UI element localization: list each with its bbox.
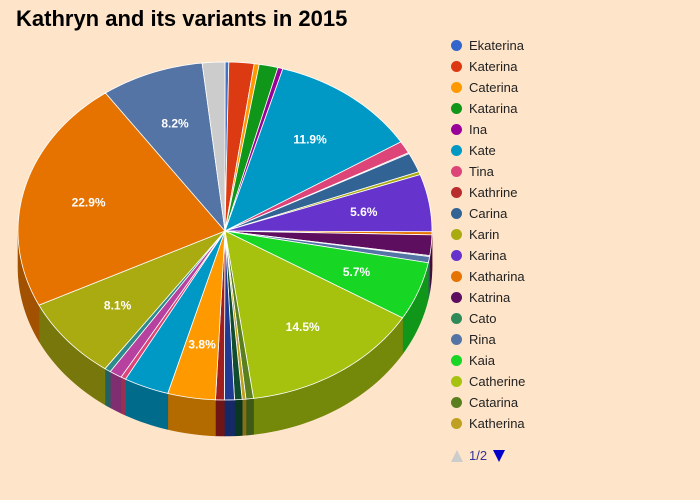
- legend-swatch-icon: [451, 82, 462, 93]
- legend-label: Ekaterina: [469, 38, 524, 53]
- legend-item[interactable]: Rina: [451, 329, 691, 350]
- pie-slice[interactable]: [224, 174, 433, 233]
- legend-swatch-icon: [451, 292, 462, 303]
- pie-slice-side: [241, 398, 247, 436]
- legend-item[interactable]: Kathrine: [451, 182, 691, 203]
- legend-swatch-icon: [451, 313, 462, 324]
- pie-slice-side: [234, 399, 243, 437]
- pie-slice-side: [245, 398, 254, 436]
- pie-slice-label: 8.1%: [104, 298, 132, 312]
- legend-item[interactable]: Ina: [451, 119, 691, 140]
- legend-label: Kathrine: [469, 185, 518, 200]
- pie-slice-label: 3.8%: [188, 337, 216, 351]
- legend-item[interactable]: Karin: [451, 224, 691, 245]
- legend-item[interactable]: Katarina: [451, 98, 691, 119]
- legend-label: Cato: [469, 311, 497, 326]
- legend-swatch-icon: [451, 397, 462, 408]
- pie-slice-label: 8.2%: [161, 117, 189, 131]
- pie-slice[interactable]: [224, 230, 404, 399]
- legend-page-up-icon[interactable]: [451, 449, 463, 462]
- pie-slice[interactable]: [201, 61, 226, 232]
- legend-swatch-icon: [451, 40, 462, 51]
- legend-label: Katerina: [469, 59, 518, 74]
- legend-item[interactable]: Carina: [451, 203, 691, 224]
- legend-swatch-icon: [451, 355, 462, 366]
- pie-slice[interactable]: [224, 230, 429, 319]
- legend-label: Carina: [469, 206, 508, 221]
- pie-slice-label: 22.9%: [72, 196, 106, 210]
- legend-label: Catherine: [469, 374, 526, 389]
- legend-pager: 1/2: [451, 448, 506, 463]
- pie-slice[interactable]: [17, 92, 226, 306]
- legend-item[interactable]: Ekaterina: [451, 35, 691, 56]
- legend-label: Katrina: [469, 290, 511, 305]
- pie-slice-label: 11.9%: [293, 133, 327, 147]
- legend-item[interactable]: Karina: [451, 245, 691, 266]
- legend-label: Caterina: [469, 80, 519, 95]
- legend-swatch-icon: [451, 271, 462, 282]
- legend-swatch-icon: [451, 376, 462, 387]
- legend-label: Rina: [469, 332, 496, 347]
- legend-swatch-icon: [451, 250, 462, 261]
- legend-label: Karina: [469, 248, 507, 263]
- pie-slice-label: 5.7%: [343, 265, 371, 279]
- pie-slice[interactable]: [167, 230, 226, 401]
- pie-slice[interactable]: [224, 68, 402, 232]
- pie-slice-side: [109, 371, 122, 414]
- legend-item[interactable]: Katerina: [451, 56, 691, 77]
- legend-label: Katharina: [469, 269, 525, 284]
- legend-label: Kate: [469, 143, 496, 158]
- pie-slice-side: [120, 376, 126, 416]
- legend-item[interactable]: Catherine: [451, 371, 691, 392]
- legend-item[interactable]: Kaia: [451, 350, 691, 371]
- pie-slice[interactable]: [38, 230, 226, 370]
- legend-swatch-icon: [451, 208, 462, 219]
- legend-swatch-icon: [451, 61, 462, 72]
- legend-item[interactable]: Catarina: [451, 392, 691, 413]
- legend-label: Catarina: [469, 395, 519, 410]
- legend-label: Karin: [469, 227, 500, 242]
- legend-item[interactable]: Tina: [451, 161, 691, 182]
- chart-title: Kathryn and its variants in 2015: [16, 6, 348, 31]
- legend-item[interactable]: Katrina: [451, 287, 691, 308]
- pie-slice-side: [215, 399, 225, 437]
- legend-swatch-icon: [451, 124, 462, 135]
- legend-swatch-icon: [451, 145, 462, 156]
- pie-slice[interactable]: [124, 230, 226, 394]
- legend-label: Kaia: [469, 353, 496, 368]
- legend-swatch-icon: [451, 418, 462, 429]
- legend-item[interactable]: Katharina: [451, 266, 691, 287]
- legend-item[interactable]: Katherina: [451, 413, 691, 434]
- legend-swatch-icon: [451, 229, 462, 240]
- legend-label: Katherina: [469, 416, 525, 431]
- pie-slice-label: 14.5%: [286, 320, 320, 334]
- legend-item[interactable]: Caterina: [451, 77, 691, 98]
- legend-item[interactable]: Cato: [451, 308, 691, 329]
- legend-swatch-icon: [451, 334, 462, 345]
- pie-slice-side: [104, 368, 111, 409]
- pie-slice-side: [224, 399, 235, 437]
- legend: Ekaterina Katerina Caterina Katarina Ina Kate…: [451, 35, 691, 434]
- legend-label: Katarina: [469, 101, 518, 116]
- legend-page-down-icon[interactable]: [493, 449, 506, 462]
- pie-slice[interactable]: [104, 62, 226, 233]
- legend-item[interactable]: Kate: [451, 140, 691, 161]
- legend-page-indicator: 1/2: [469, 448, 488, 463]
- legend-label: Tina: [469, 164, 494, 179]
- legend-label: Ina: [469, 122, 488, 137]
- legend-swatch-icon: [451, 187, 462, 198]
- legend-swatch-icon: [451, 103, 462, 114]
- pie-slice-label: 5.6%: [350, 205, 378, 219]
- legend-swatch-icon: [451, 166, 462, 177]
